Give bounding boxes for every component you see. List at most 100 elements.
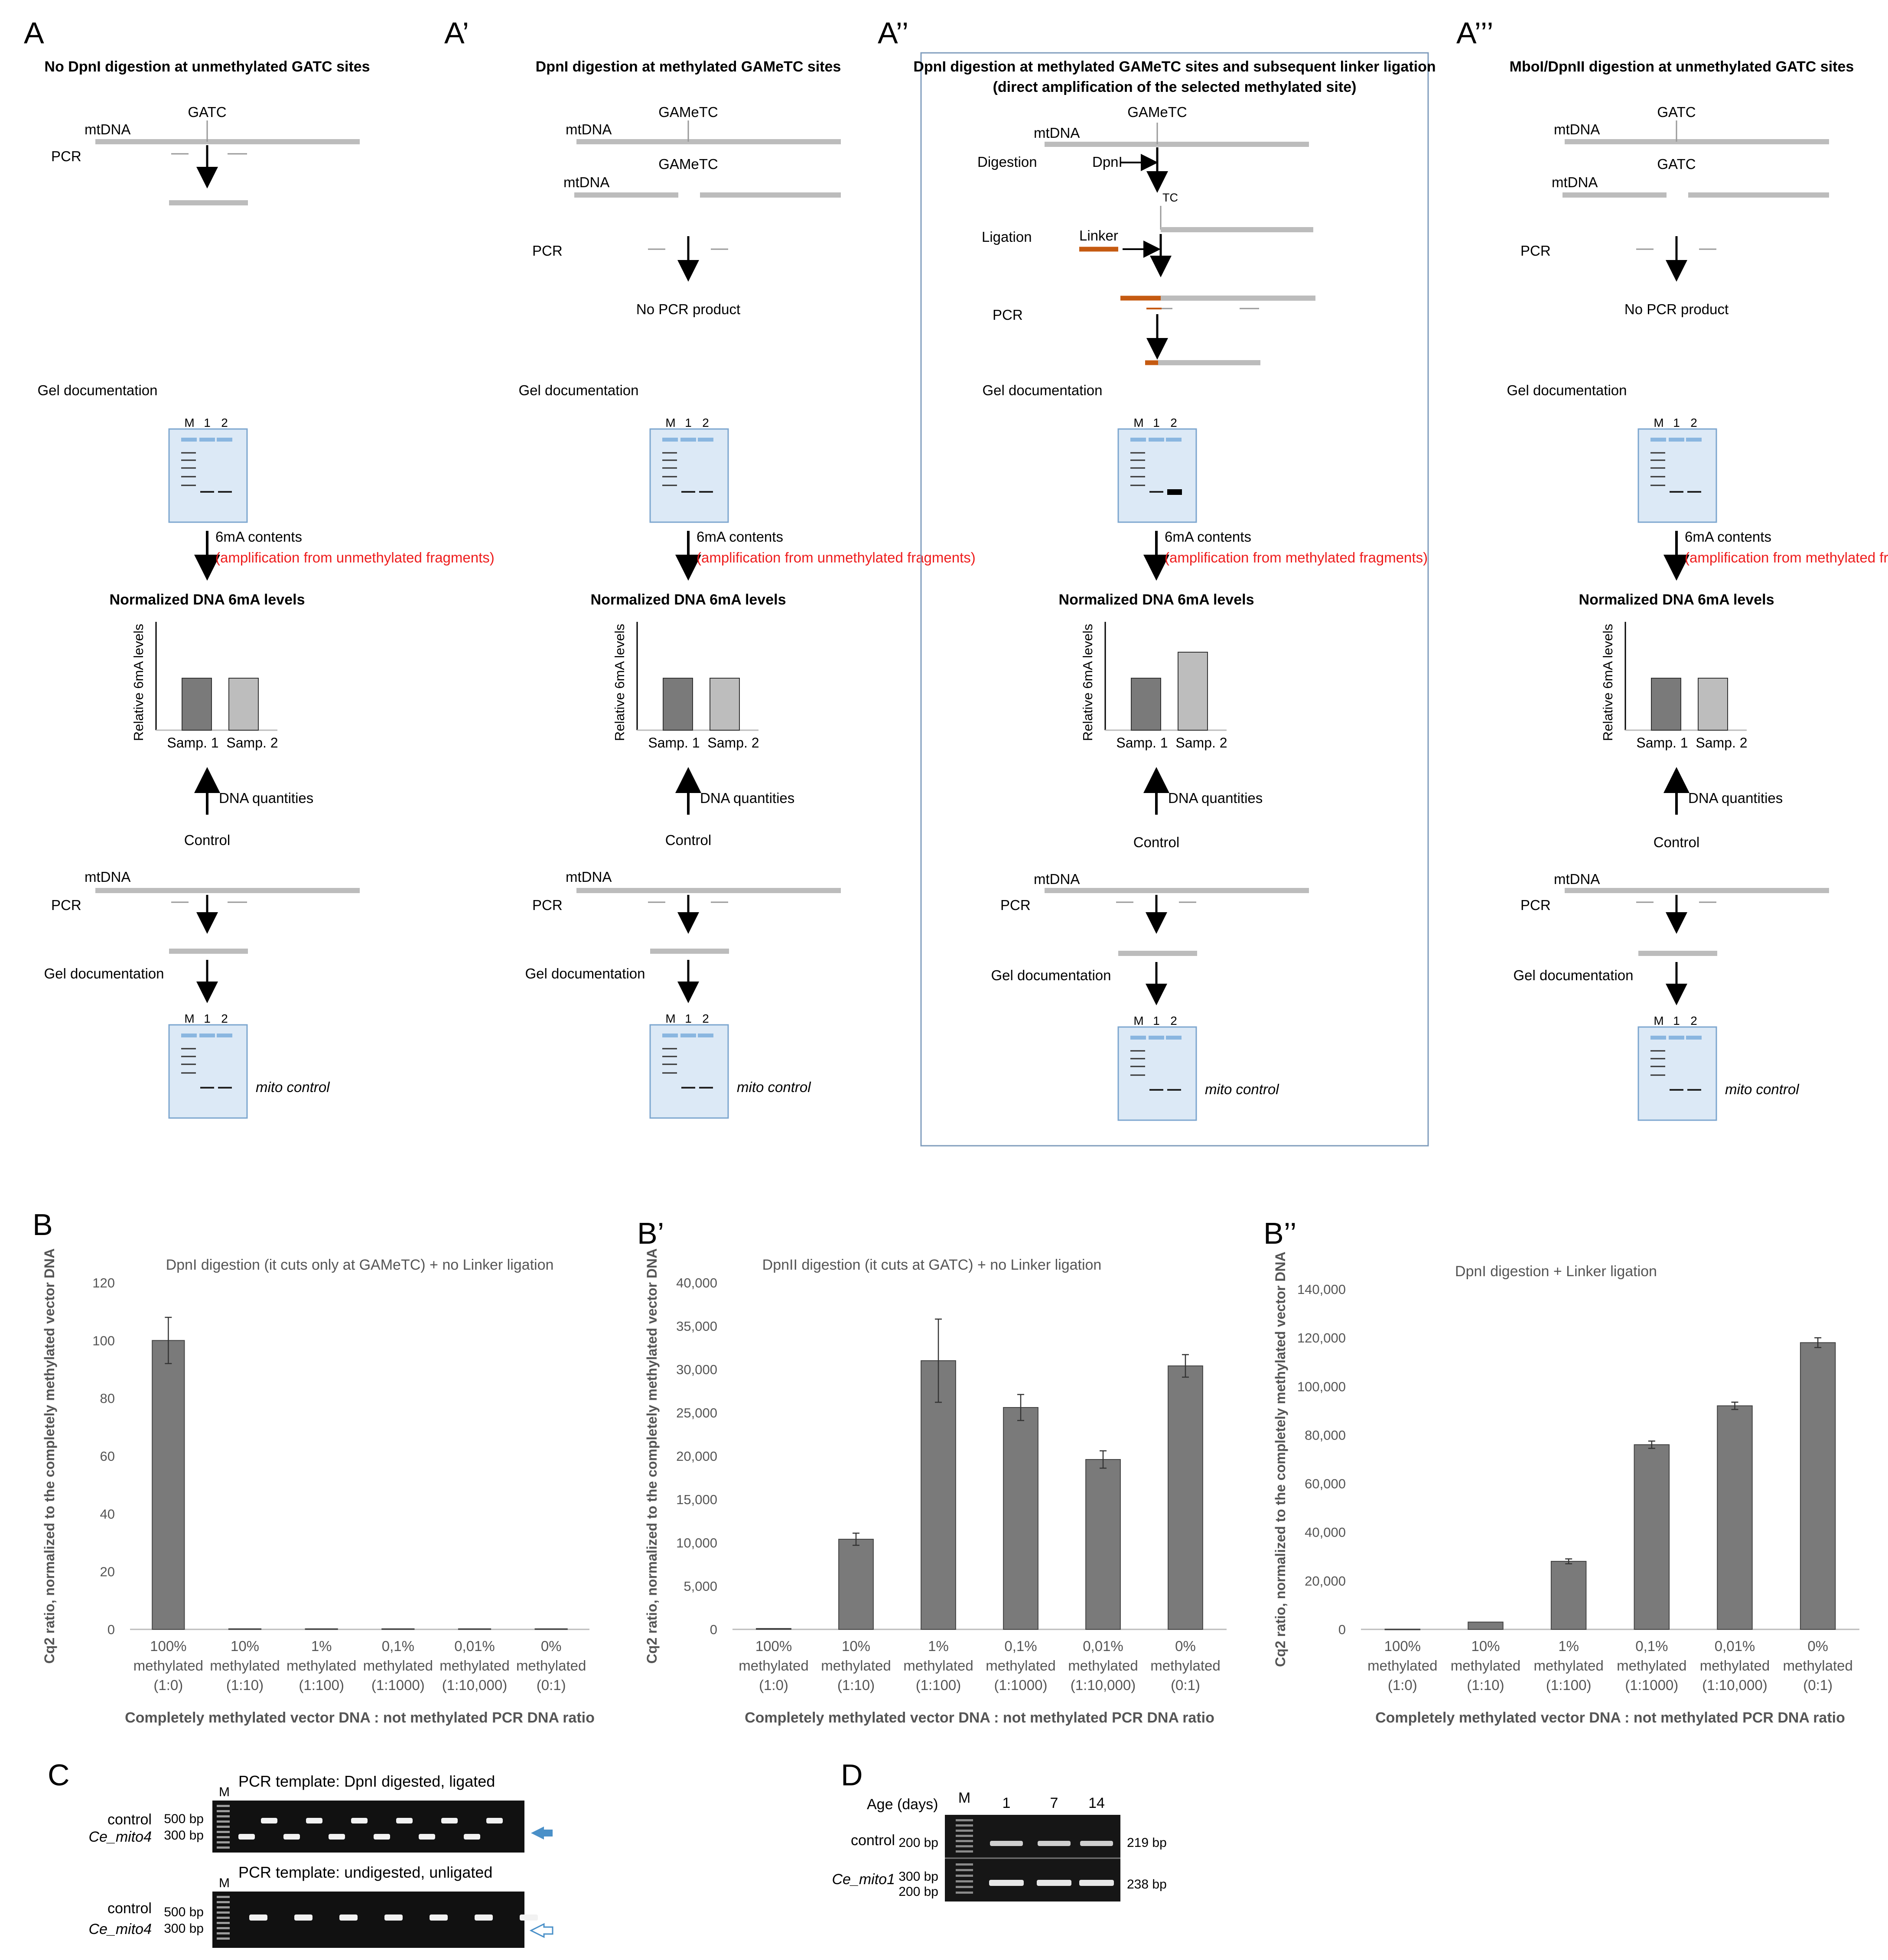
bar-chart: DpnI digestion + Linker ligation 0 20,000 4… xyxy=(1273,1251,1859,1726)
panel-letter: A’’’ xyxy=(1456,16,1494,50)
gel-bands xyxy=(662,438,713,493)
panel-letter: C xyxy=(48,1758,70,1792)
mtdna-label: mtDNA xyxy=(85,121,130,137)
gel-label: Gel documentation xyxy=(525,965,645,982)
marker-label: M xyxy=(219,1785,230,1799)
gel-band xyxy=(1079,1880,1114,1886)
lane-label: M xyxy=(184,416,194,429)
panel-title: DpnI digestion at methylated GAMeTC site… xyxy=(536,59,841,75)
band-size: 219 bp xyxy=(1127,1836,1167,1850)
bar xyxy=(756,1628,791,1630)
gel-label: Gel documentation xyxy=(991,967,1111,983)
lane-label: 2 xyxy=(1170,1014,1177,1027)
arrow-outline-icon xyxy=(529,1923,553,1938)
x-tick-label: 0,1% xyxy=(382,1638,414,1654)
size-label: 500 bp xyxy=(164,1812,204,1826)
pcr-label: PCR xyxy=(993,307,1023,323)
x-axis-label: Completely methylated vector DNA : not m… xyxy=(745,1710,1214,1726)
mito-control-label: mito control xyxy=(256,1079,330,1095)
lane-label: M xyxy=(1654,416,1663,429)
size-label: 200 bp xyxy=(898,1836,938,1850)
chart-title: DpnI digestion + Linker ligation xyxy=(1455,1263,1657,1280)
x-tick-label: 10% xyxy=(231,1638,259,1654)
pcr-label: PCR xyxy=(1520,897,1551,913)
marker-label: M xyxy=(219,1876,230,1890)
bar xyxy=(534,1628,568,1630)
control-gel-image xyxy=(168,1024,248,1119)
lane-label: 1 xyxy=(1153,1014,1160,1027)
age-value: 1 xyxy=(1003,1795,1011,1811)
ladder-band xyxy=(217,1841,230,1843)
x-tick-label: (1:10,000) xyxy=(442,1677,507,1693)
dna-quant-label: DNA quantities xyxy=(1168,790,1263,806)
ladder-band xyxy=(956,1892,973,1894)
arrow-red-label: (amplification from methylated fragments… xyxy=(1685,549,1888,566)
panel-letter-b1: B’ xyxy=(637,1216,664,1250)
mini-bar-label: Samp. 2 xyxy=(1696,735,1747,751)
pcr-label: PCR xyxy=(51,148,81,164)
gel-band xyxy=(238,1834,255,1840)
ladder-band xyxy=(217,1846,230,1849)
size-label: 500 bp xyxy=(164,1905,204,1919)
y-tick-label: 35,000 xyxy=(676,1319,717,1334)
bar xyxy=(1003,1407,1038,1630)
arrow-label: 6mA contents xyxy=(697,529,783,545)
x-tick-label: methylated xyxy=(516,1658,586,1674)
gel-band xyxy=(261,1818,277,1823)
x-tick-label: (1:1000) xyxy=(1625,1677,1678,1693)
y-tick-label: 60 xyxy=(100,1449,115,1464)
gel-label: Gel documentation xyxy=(37,382,157,398)
mtdna-label: mtDNA xyxy=(566,869,612,885)
gel-label: Gel documentation xyxy=(44,965,164,982)
mini-bar-label: Samp. 1 xyxy=(648,735,700,751)
bar xyxy=(1085,1459,1121,1630)
mito-control-label: mito control xyxy=(1205,1081,1279,1097)
mtdna-label: mtDNA xyxy=(1552,174,1598,190)
gel-label: Gel documentation xyxy=(1513,967,1633,983)
age-value: 7 xyxy=(1050,1795,1058,1811)
x-tick-label: (0:1) xyxy=(537,1677,566,1693)
ladder-band xyxy=(217,1901,230,1903)
no-product-label: No PCR product xyxy=(1624,301,1728,317)
ladder-band xyxy=(217,1820,230,1823)
x-tick-label: (1:10,000) xyxy=(1071,1677,1136,1693)
lane-label: M xyxy=(1133,1014,1143,1027)
lane-label: 1 xyxy=(685,416,692,429)
y-tick-label: 60,000 xyxy=(1305,1476,1346,1492)
panel-letter: A xyxy=(24,16,44,50)
control-label: control xyxy=(107,1811,152,1828)
control-label: control xyxy=(107,1900,152,1917)
y-tick-label: 5,000 xyxy=(684,1579,717,1594)
gel-band xyxy=(306,1818,322,1823)
gel-band xyxy=(351,1818,368,1823)
gel-image-top xyxy=(212,1801,524,1853)
y-tick-label: 20,000 xyxy=(676,1449,717,1464)
pcr-label: PCR xyxy=(51,897,81,913)
gel-band xyxy=(294,1914,312,1921)
x-tick-label: (1:100) xyxy=(299,1677,344,1693)
y-tick-label: 25,000 xyxy=(676,1405,717,1420)
mini-ylabel: Relative 6mA levels xyxy=(1600,624,1615,741)
control-label: Control xyxy=(665,832,711,848)
ladder-band xyxy=(956,1845,973,1847)
x-tick-label: 0% xyxy=(541,1638,562,1654)
lane-label: M xyxy=(1654,1014,1663,1027)
x-tick-label: methylated xyxy=(1150,1658,1220,1674)
gel-band xyxy=(990,1841,1023,1846)
lane-label: 1 xyxy=(1153,416,1160,429)
gel-band xyxy=(1080,1841,1113,1846)
gel-bands xyxy=(1130,438,1182,495)
gel-bands xyxy=(956,1819,1114,1894)
lane-label: 1 xyxy=(1673,1014,1680,1027)
lane-label: 2 xyxy=(702,1012,709,1025)
lane-label: 1 xyxy=(685,1012,692,1025)
mini-bar xyxy=(1178,652,1208,731)
ladder-band xyxy=(217,1932,230,1934)
panel-letter-b2: B’’ xyxy=(1263,1216,1297,1250)
panel-a-col-0: A No DpnI digestion at unmethylated GATC… xyxy=(24,16,495,1119)
x-tick-label: methylated xyxy=(363,1658,433,1674)
ladder-band xyxy=(217,1831,230,1833)
y-tick-label: 20 xyxy=(100,1564,115,1580)
mini-bar-label: Samp. 1 xyxy=(167,735,218,751)
